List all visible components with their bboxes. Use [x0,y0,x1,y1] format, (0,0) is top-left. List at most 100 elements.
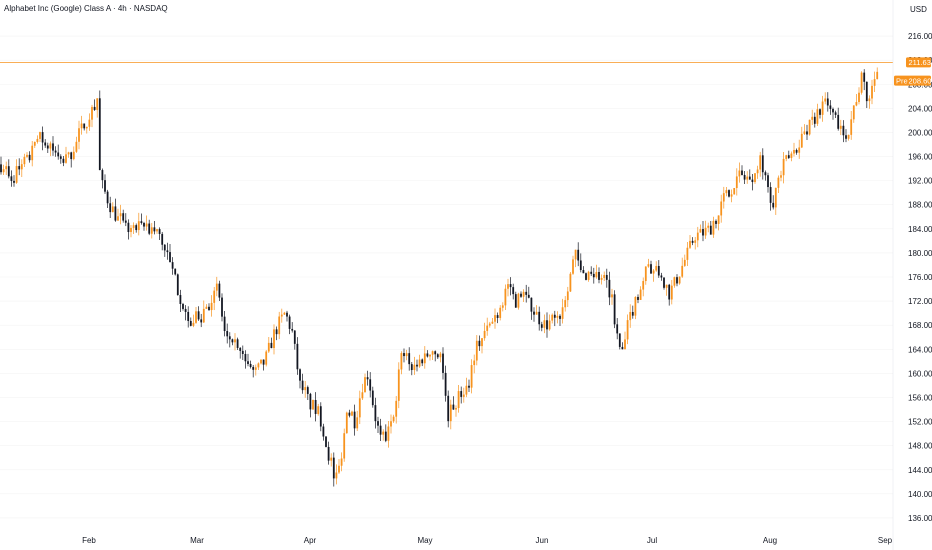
candle-body [717,215,720,224]
candle-body [286,312,288,317]
candle [301,373,304,394]
candle-body [722,193,725,202]
candle [517,292,520,310]
candle-body [795,149,798,153]
candle [618,333,621,350]
candle-body [150,227,153,234]
candle [150,222,153,239]
candle [585,272,587,281]
candle-body [260,359,262,364]
candle-body [605,274,608,280]
candle [504,284,507,310]
candle-body [49,143,52,149]
candle-body [530,297,533,312]
candle-body [80,123,83,129]
candle [413,356,416,375]
candle [577,242,580,267]
candle [694,236,697,250]
candle [85,126,88,134]
candle [860,71,863,95]
candle [54,146,57,157]
candle [621,342,624,350]
candle [761,148,764,180]
candle-body [527,294,530,298]
candle-body [439,353,442,358]
candle-body [553,314,556,318]
candle [28,151,31,163]
candle-body [85,126,88,129]
candle [231,338,234,346]
candle-body [873,79,876,86]
candle [426,350,429,358]
candle-body [244,353,247,362]
candle [655,261,658,272]
candle-body [663,277,665,288]
candle-body [483,330,486,339]
grid-lines [0,35,893,519]
candle-body [93,106,96,110]
candle-body [26,154,28,157]
candle [561,298,564,324]
candle-body [101,170,104,181]
candle-body [338,465,340,473]
candle [691,237,694,246]
candle [738,162,741,183]
candle-body [702,229,704,236]
candle-body [774,187,777,208]
candle [634,296,637,320]
candle [288,314,291,335]
candle-body [67,152,70,155]
candle-body [429,354,431,357]
candle-body [208,306,210,311]
candle [247,353,249,367]
candle-body [218,283,221,298]
candle [704,220,707,239]
candle-body [782,158,785,176]
candle [189,317,192,327]
candle [837,107,840,131]
candle-body [470,365,473,388]
candle-body [494,315,496,322]
candle [62,156,65,167]
candle [608,271,611,306]
candle [665,284,668,296]
candle-body [132,225,135,228]
candle-body [200,319,203,323]
candle-body [106,191,109,204]
candle [299,368,301,389]
candle [111,202,114,213]
candle-body [239,347,242,351]
candle [340,452,343,472]
price-tick-label: 196.00 [908,153,932,162]
candle [548,314,551,331]
price-tick-label: 140.00 [908,490,932,499]
candle-body [75,141,78,152]
candle [847,134,850,141]
candle [169,243,171,263]
candle-body [36,138,39,142]
candle [507,278,509,297]
candle-body [358,398,361,418]
candle-body [387,426,390,441]
candle [210,295,213,317]
candle-body [546,320,548,330]
candle [699,224,702,233]
candle-body [124,220,127,223]
candle [777,175,780,194]
candle-body [304,387,307,391]
candle [265,350,268,367]
candle [418,354,421,368]
candle [0,156,2,175]
candle-body [140,221,143,223]
candle [520,291,522,298]
price-tick-label: 184.00 [908,225,932,234]
candle-body [655,265,658,271]
candle [31,141,34,167]
candle-body [533,311,535,315]
candle [696,226,699,248]
candle [429,354,431,361]
candle [262,359,265,371]
candle [832,107,834,120]
candle-body [585,273,587,280]
candle [764,170,767,181]
